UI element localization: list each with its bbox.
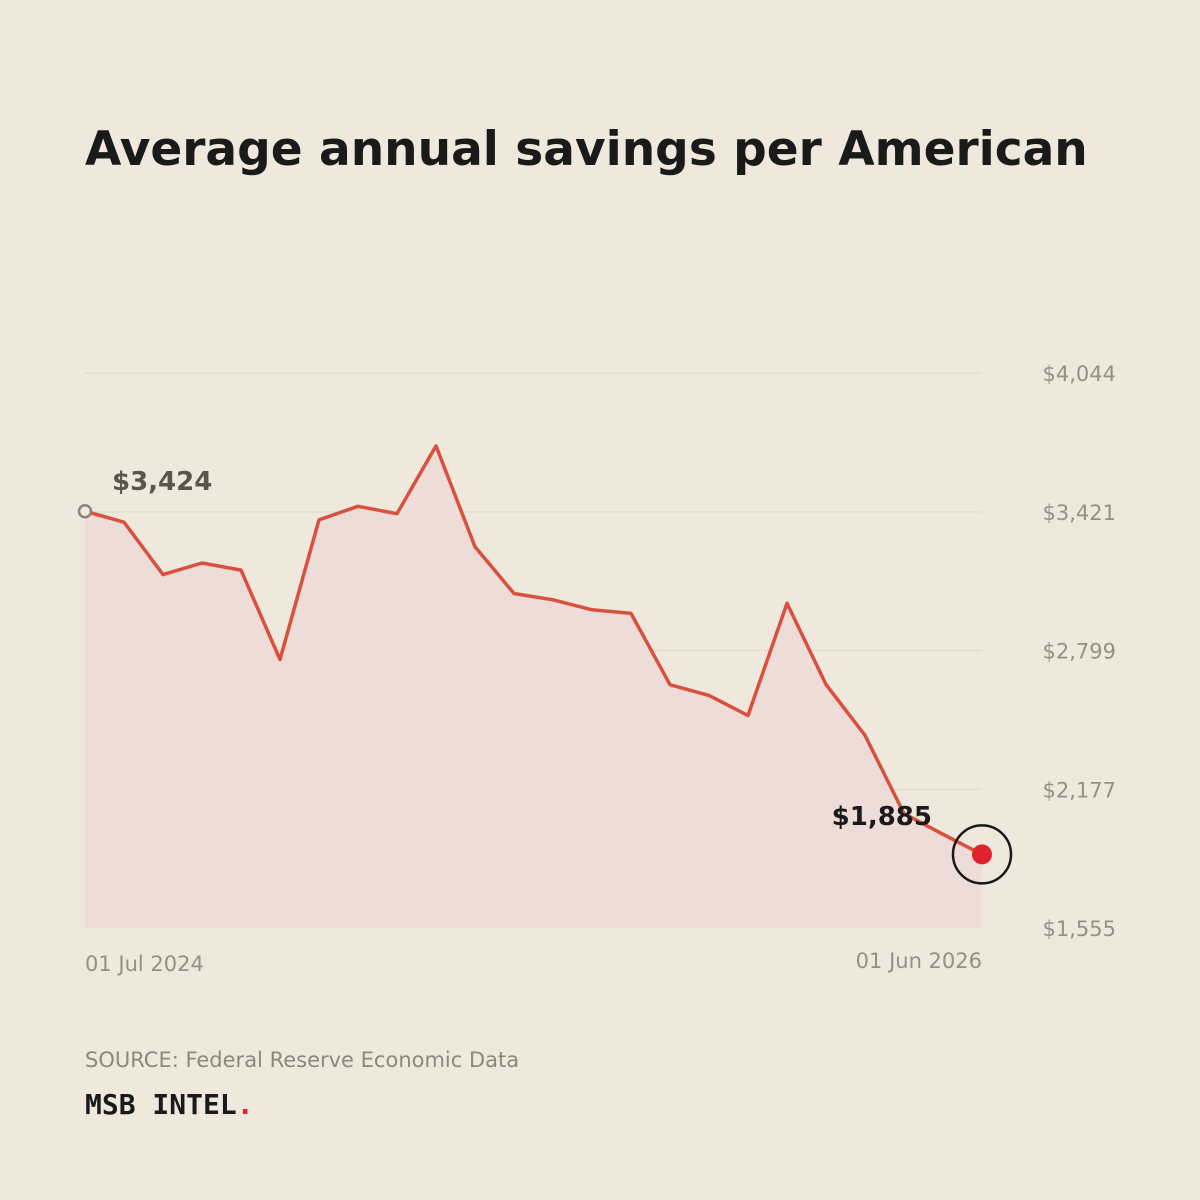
y-axis-labels: $4,044 $3,421 $2,799 $2,177 $1,555 <box>1043 362 1116 941</box>
savings-area-fill <box>85 445 982 928</box>
x-tick-label-end: 01 Jun 2026 <box>856 949 982 973</box>
x-tick-label-start: 01 Jul 2024 <box>85 952 204 976</box>
y-tick-label: $3,421 <box>1043 501 1116 525</box>
brand-dot: . <box>236 1088 254 1121</box>
y-tick-label: $4,044 <box>1043 362 1116 386</box>
savings-line <box>84 444 983 856</box>
y-tick-label: $2,799 <box>1043 640 1116 664</box>
start-value-label: $3,424 <box>112 467 212 497</box>
end-point-ring <box>951 824 1013 885</box>
brand-name: MSB INTEL <box>85 1088 237 1121</box>
x-axis-labels: 01 Jul 2024 01 Jun 2026 <box>85 949 982 976</box>
value-annotations: $3,424 $1,885 <box>112 467 932 832</box>
brand-logo: MSB INTEL. <box>85 1088 254 1122</box>
savings-area-chart: $4,044 $3,421 $2,799 $2,177 $1,555 01 Jul 20… <box>77 362 1116 976</box>
end-point-marker <box>972 844 992 865</box>
start-point-marker <box>77 503 93 519</box>
y-tick-label: $2,177 <box>1043 778 1116 802</box>
end-value-label: $1,885 <box>832 802 932 832</box>
source-note: SOURCE: Federal Reserve Economic Data <box>85 1048 520 1072</box>
y-tick-label: $1,555 <box>1043 917 1116 941</box>
point-markers <box>77 503 1013 885</box>
chart-title: Average annual savings per American <box>85 122 1088 177</box>
